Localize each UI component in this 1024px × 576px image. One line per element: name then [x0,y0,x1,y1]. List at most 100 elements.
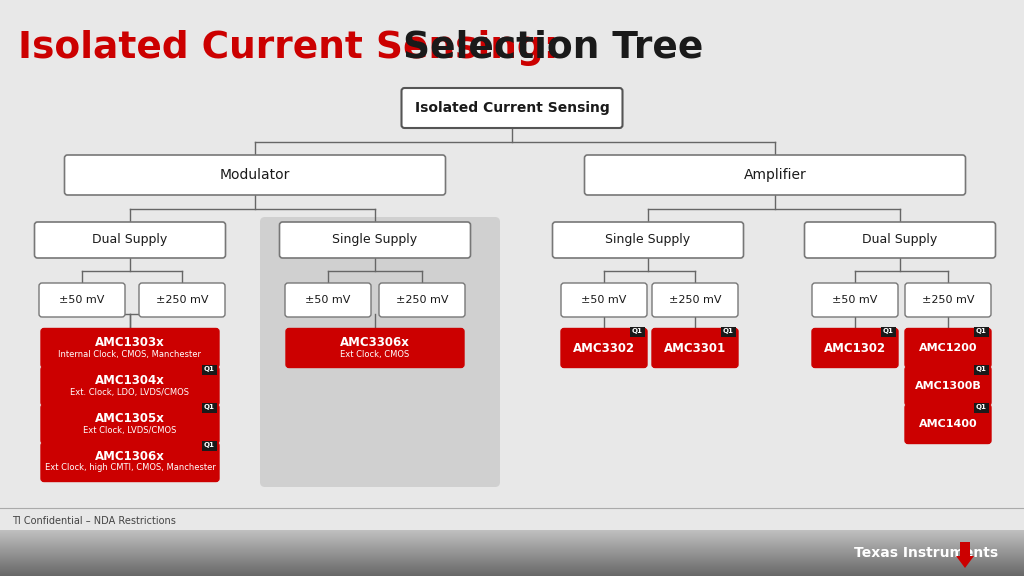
Bar [0,533,1024,534]
FancyBboxPatch shape [652,328,738,367]
Bar [0,572,1024,573]
Bar [0,573,1024,574]
FancyBboxPatch shape [41,404,219,444]
Bar [0,539,1024,540]
Bar [0,543,1024,544]
Text: Q1: Q1 [204,404,215,411]
Text: Texas Instruments: Texas Instruments [854,546,998,560]
Bar [0,555,1024,556]
FancyBboxPatch shape [260,217,500,487]
FancyBboxPatch shape [202,403,217,412]
Text: Ext Clock, CMOS: Ext Clock, CMOS [340,350,410,358]
Bar [0,532,1024,533]
Text: ±250 mV: ±250 mV [669,295,721,305]
Bar [0,561,1024,562]
Text: Ext Clock, LVDS/CMOS: Ext Clock, LVDS/CMOS [83,426,177,434]
Bar [0,546,1024,547]
Text: Amplifier: Amplifier [743,168,806,182]
Text: ±50 mV: ±50 mV [582,295,627,305]
FancyBboxPatch shape [401,88,623,128]
Bar [0,540,1024,541]
Text: Single Supply: Single Supply [605,233,690,247]
Bar [0,553,1024,554]
Text: AMC1200: AMC1200 [919,343,977,353]
Text: Ext. Clock, LDO, LVDS/CMOS: Ext. Clock, LDO, LVDS/CMOS [71,388,189,396]
Bar [0,574,1024,575]
Text: ±250 mV: ±250 mV [156,295,208,305]
Bar [0,548,1024,549]
Bar [0,549,1024,550]
Text: AMC1300B: AMC1300B [914,381,981,391]
FancyBboxPatch shape [561,328,647,367]
Bar [0,535,1024,536]
FancyBboxPatch shape [41,442,219,482]
Text: Dual Supply: Dual Supply [862,233,938,247]
FancyBboxPatch shape [630,327,645,336]
Bar [0,537,1024,538]
Bar [0,560,1024,561]
Text: AMC1302: AMC1302 [824,342,886,354]
Bar [0,564,1024,565]
Bar [0,568,1024,569]
FancyBboxPatch shape [41,366,219,406]
Text: Internal Clock, CMOS, Manchester: Internal Clock, CMOS, Manchester [58,350,202,358]
Text: ±50 mV: ±50 mV [305,295,350,305]
FancyBboxPatch shape [585,155,966,195]
FancyBboxPatch shape [974,365,989,374]
Text: Q1: Q1 [632,328,643,335]
Text: Q1: Q1 [883,328,894,335]
Polygon shape [956,542,974,568]
FancyBboxPatch shape [561,283,647,317]
Bar [0,571,1024,572]
Text: Q1: Q1 [976,366,987,373]
Bar [0,547,1024,548]
Bar [0,551,1024,552]
FancyBboxPatch shape [35,222,225,258]
Text: AMC1306x: AMC1306x [95,450,165,464]
Text: Q1: Q1 [204,442,215,449]
Bar [0,559,1024,560]
FancyBboxPatch shape [905,366,991,406]
Bar [0,567,1024,568]
FancyBboxPatch shape [280,222,470,258]
Text: Q1: Q1 [976,328,987,335]
Bar [0,562,1024,563]
Text: Q1: Q1 [976,404,987,411]
FancyBboxPatch shape [202,365,217,374]
Bar [0,569,1024,570]
Text: Dual Supply: Dual Supply [92,233,168,247]
FancyBboxPatch shape [805,222,995,258]
Bar [0,534,1024,535]
FancyBboxPatch shape [974,403,989,412]
Text: Single Supply: Single Supply [333,233,418,247]
FancyBboxPatch shape [41,328,219,367]
FancyBboxPatch shape [812,328,898,367]
FancyBboxPatch shape [905,328,991,367]
Bar [0,558,1024,559]
FancyBboxPatch shape [881,327,896,336]
Bar [0,565,1024,566]
Bar [0,554,1024,555]
Bar [0,570,1024,571]
Text: AMC1304x: AMC1304x [95,374,165,388]
Bar [0,541,1024,542]
FancyBboxPatch shape [553,222,743,258]
Text: Modulator: Modulator [220,168,290,182]
FancyBboxPatch shape [652,283,738,317]
Text: ±50 mV: ±50 mV [59,295,104,305]
Bar [0,557,1024,558]
FancyBboxPatch shape [139,283,225,317]
Text: Isolated Current Sensing:: Isolated Current Sensing: [18,30,559,66]
Text: AMC1305x: AMC1305x [95,412,165,426]
Text: AMC1303x: AMC1303x [95,336,165,350]
Bar [0,542,1024,543]
Text: Selection Tree: Selection Tree [390,30,703,66]
Text: AMC3306x: AMC3306x [340,336,410,350]
Bar [0,563,1024,564]
Text: AMC1400: AMC1400 [919,419,977,429]
FancyBboxPatch shape [721,327,736,336]
Bar [0,538,1024,539]
FancyBboxPatch shape [812,283,898,317]
Text: Q1: Q1 [204,366,215,373]
Text: ±50 mV: ±50 mV [833,295,878,305]
